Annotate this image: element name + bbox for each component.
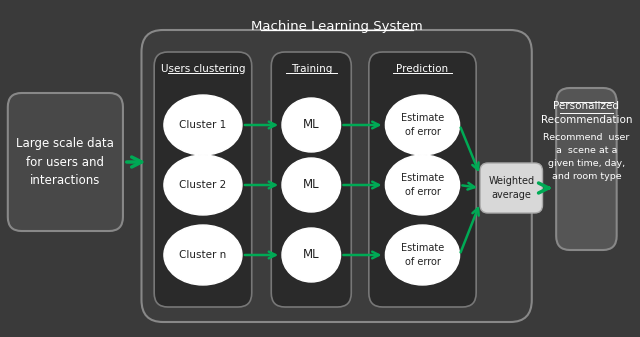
Text: ML: ML	[303, 248, 319, 262]
Ellipse shape	[164, 155, 242, 215]
Text: Estimate
of error: Estimate of error	[401, 174, 444, 196]
FancyBboxPatch shape	[141, 30, 532, 322]
Ellipse shape	[385, 155, 460, 215]
Text: Recommend  user
a  scene at a
given time, day,
and room type: Recommend user a scene at a given time, …	[543, 133, 630, 181]
Text: Cluster 1: Cluster 1	[179, 120, 227, 130]
Text: ML: ML	[303, 179, 319, 191]
FancyBboxPatch shape	[271, 52, 351, 307]
Text: Prediction: Prediction	[396, 64, 449, 74]
Text: Cluster 2: Cluster 2	[179, 180, 227, 190]
Text: ML: ML	[303, 119, 319, 131]
Ellipse shape	[282, 98, 340, 152]
Ellipse shape	[385, 225, 460, 285]
Text: Training: Training	[291, 64, 332, 74]
Ellipse shape	[164, 225, 242, 285]
Ellipse shape	[164, 95, 242, 155]
FancyBboxPatch shape	[369, 52, 476, 307]
FancyBboxPatch shape	[8, 93, 123, 231]
Text: Estimate
of error: Estimate of error	[401, 243, 444, 267]
Text: Personalized
Recommendation: Personalized Recommendation	[541, 101, 632, 125]
Ellipse shape	[282, 228, 340, 282]
FancyBboxPatch shape	[480, 163, 543, 213]
FancyBboxPatch shape	[154, 52, 252, 307]
Ellipse shape	[385, 95, 460, 155]
Text: Users clustering: Users clustering	[161, 64, 245, 74]
Text: Weighted
average: Weighted average	[488, 176, 534, 200]
FancyBboxPatch shape	[556, 88, 617, 250]
Text: Large scale data
for users and
interactions: Large scale data for users and interacti…	[17, 136, 115, 187]
Text: Estimate
of error: Estimate of error	[401, 113, 444, 136]
Ellipse shape	[282, 158, 340, 212]
Text: Machine Learning System: Machine Learning System	[251, 20, 422, 33]
Text: Cluster n: Cluster n	[179, 250, 227, 260]
